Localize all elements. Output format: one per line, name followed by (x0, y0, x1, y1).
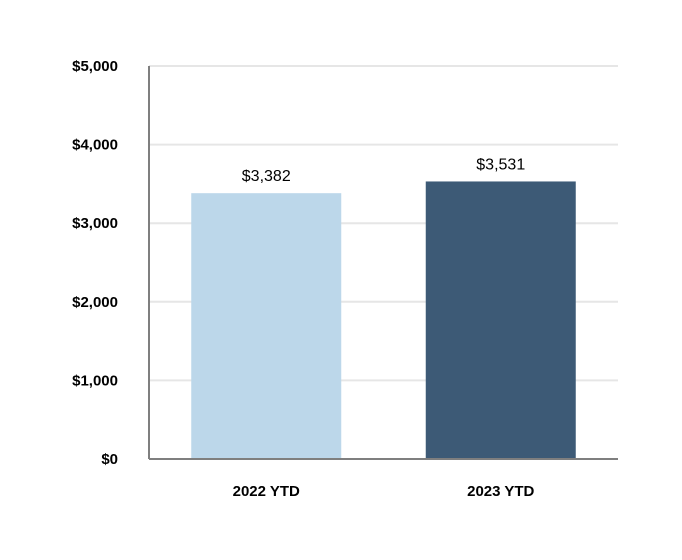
data-label: $3,531 (476, 156, 525, 173)
x-tick-label: 2023 YTD (467, 483, 534, 500)
x-tick-label: 2022 YTD (233, 483, 300, 500)
y-tick-label: $3,000 (72, 215, 118, 232)
bar-2023-ytd (425, 181, 576, 460)
y-tick-label: $5,000 (72, 58, 118, 75)
data-label: $3,382 (242, 168, 291, 185)
labels: $0 $1,000 $2,000 $3,000 $4,000 $5,000 $3,382 20… (72, 58, 534, 500)
y-tick-label: $1,000 (72, 372, 118, 389)
y-tick-label: $0 (101, 451, 118, 468)
bar-2022-ytd (191, 193, 342, 459)
axes (148, 66, 618, 460)
y-tick-label: $2,000 (72, 294, 118, 311)
y-tick-label: $4,000 (72, 137, 118, 154)
bars (191, 181, 576, 460)
